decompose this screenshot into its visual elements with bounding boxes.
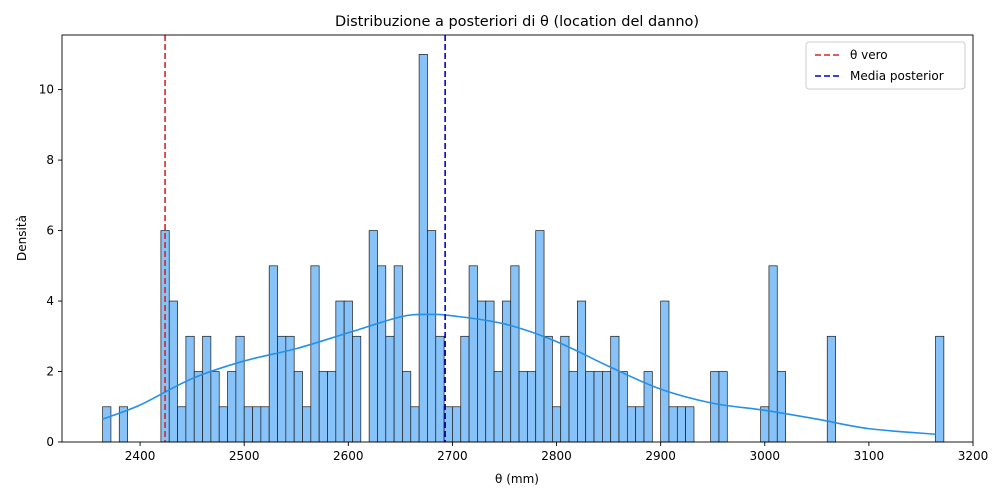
histogram-bar bbox=[568, 371, 578, 443]
histogram-bar bbox=[602, 371, 612, 443]
histogram-bar bbox=[718, 371, 728, 443]
histogram-bar bbox=[202, 335, 212, 443]
histogram-bar bbox=[668, 406, 678, 443]
histogram-bar bbox=[760, 406, 770, 443]
x-tick-label: 3100 bbox=[854, 449, 885, 463]
histogram-bar bbox=[385, 335, 395, 443]
bars-layer bbox=[102, 54, 945, 443]
histogram-bar bbox=[552, 406, 562, 443]
histogram-bar bbox=[527, 371, 537, 443]
histogram-bar bbox=[768, 265, 778, 443]
histogram-bar bbox=[560, 335, 570, 443]
histogram-bar bbox=[352, 335, 362, 443]
y-tick-label: 4 bbox=[46, 294, 54, 308]
histogram-bar bbox=[335, 300, 345, 443]
histogram-bar bbox=[177, 406, 187, 443]
histogram-bar bbox=[643, 371, 653, 443]
plot-frame bbox=[61, 34, 974, 443]
y-tick-label: 0 bbox=[46, 435, 54, 449]
histogram-bar bbox=[185, 335, 195, 443]
histogram-bar bbox=[193, 371, 203, 443]
histogram-bar bbox=[593, 371, 603, 443]
y-tick-label: 10 bbox=[39, 83, 54, 97]
y-tick-label: 8 bbox=[46, 153, 54, 167]
kde-layer bbox=[102, 313, 936, 436]
legend: θ vero Media posterior bbox=[805, 41, 966, 90]
x-axis-label: θ (mm) bbox=[495, 472, 539, 486]
histogram-bar bbox=[452, 406, 462, 443]
histogram-bar bbox=[577, 300, 587, 443]
histogram-bar bbox=[427, 230, 437, 443]
histogram-bar bbox=[402, 371, 412, 443]
histogram-bar bbox=[676, 406, 686, 443]
y-tick-label: 6 bbox=[46, 224, 54, 238]
histogram-bar bbox=[318, 371, 328, 443]
histogram-bar bbox=[618, 371, 628, 443]
histogram-bar bbox=[218, 406, 228, 443]
histogram-bar bbox=[260, 406, 270, 443]
legend-entry: Media posterior bbox=[850, 69, 944, 83]
histogram-bar bbox=[477, 300, 487, 443]
histogram-bar bbox=[543, 335, 553, 443]
x-tick-label: 3200 bbox=[958, 449, 989, 463]
legend-box bbox=[805, 41, 966, 90]
histogram-bar bbox=[252, 406, 262, 443]
histogram-bar bbox=[710, 371, 720, 443]
histogram-bar bbox=[585, 371, 595, 443]
histogram-bar bbox=[327, 371, 337, 443]
histogram-bar bbox=[302, 406, 312, 443]
x-tick-label: 2500 bbox=[229, 449, 260, 463]
x-tick-label: 2600 bbox=[333, 449, 364, 463]
histogram-bar bbox=[510, 265, 520, 443]
histogram-bar bbox=[660, 300, 670, 443]
x-tick-label: 2900 bbox=[645, 449, 676, 463]
x-tick-label: 2700 bbox=[437, 449, 468, 463]
histogram-bar bbox=[935, 335, 945, 443]
y-tick-label: 2 bbox=[46, 365, 54, 379]
histogram-bar bbox=[102, 406, 112, 443]
chart-title: Distribuzione a posteriori di θ (locatio… bbox=[335, 14, 699, 30]
histogram-bar bbox=[293, 371, 303, 443]
histogram-bar bbox=[468, 265, 478, 443]
histogram-bar bbox=[168, 300, 178, 443]
histogram-bar bbox=[502, 300, 512, 443]
reference-lines-layer bbox=[164, 35, 446, 442]
histogram-bar bbox=[410, 406, 420, 443]
histogram-bar bbox=[343, 300, 353, 443]
histogram-bar bbox=[368, 230, 378, 443]
histogram-bar bbox=[285, 335, 295, 443]
histogram-bar bbox=[826, 335, 836, 443]
histogram-bar bbox=[460, 335, 470, 443]
histogram-bar bbox=[210, 371, 220, 443]
histogram-bar bbox=[227, 371, 237, 443]
histogram-bar bbox=[493, 371, 503, 443]
histogram-bar bbox=[377, 265, 387, 443]
histogram-bar bbox=[635, 406, 645, 443]
legend-entry: θ vero bbox=[850, 48, 888, 62]
histogram-bar bbox=[235, 335, 245, 443]
kde-curve bbox=[102, 313, 936, 436]
x-tick-label: 2400 bbox=[125, 449, 156, 463]
y-axis-label: Densità bbox=[15, 215, 29, 261]
histogram-bar bbox=[610, 335, 620, 443]
x-tick-label: 3000 bbox=[749, 449, 780, 463]
histogram-bar bbox=[243, 406, 253, 443]
histogram-bar bbox=[435, 335, 445, 443]
histogram-bar bbox=[685, 406, 695, 443]
histogram-bar bbox=[418, 54, 428, 443]
histogram-bar bbox=[518, 371, 528, 443]
histogram-bar bbox=[393, 265, 403, 443]
histogram-bar bbox=[310, 265, 320, 443]
axes-layer: 2400 2500 2600 2700 2800 2900 3000 3100 3200 0 2 4 6… bbox=[39, 34, 989, 463]
x-tick-label: 2800 bbox=[541, 449, 572, 463]
histogram-bar bbox=[626, 406, 637, 443]
histogram-bar bbox=[776, 371, 786, 443]
